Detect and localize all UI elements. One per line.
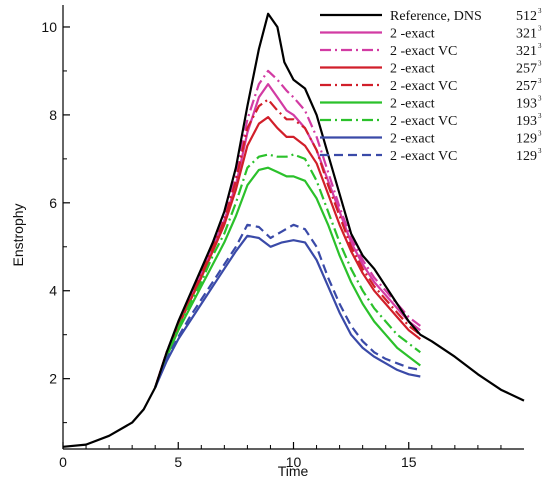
legend-grid-size: 129 xyxy=(516,132,537,147)
y-tick-label: 4 xyxy=(49,283,57,299)
legend-superscript: 3 xyxy=(538,25,542,33)
legend-entry-0: Reference, DNS 512 3 xyxy=(320,7,542,24)
legend-grid-size: 321 xyxy=(516,44,537,59)
legend-superscript: 3 xyxy=(538,95,542,103)
y-tick-label: 2 xyxy=(49,371,57,387)
legend-label: 2 -exact xyxy=(390,27,435,42)
legend-grid-size: 257 xyxy=(516,62,537,77)
legend-entry-8: 2 -exact VC 129 3 xyxy=(320,147,542,164)
legend-superscript: 3 xyxy=(538,7,542,15)
legend-label: 2 -exact VC xyxy=(390,149,457,164)
legend-grid-size: 129 xyxy=(516,149,537,164)
legend-label: 2 -exact VC xyxy=(390,79,457,94)
legend-superscript: 3 xyxy=(538,130,542,138)
legend-superscript: 3 xyxy=(538,147,542,155)
legend-entry-1: 2 -exact 321 3 xyxy=(320,25,542,42)
legend-label: 2 -exact VC xyxy=(390,114,457,129)
legend-grid-size: 193 xyxy=(516,114,537,129)
legend-label: 2 -exact VC xyxy=(390,44,457,59)
legend-label: 2 -exact xyxy=(390,62,435,77)
series-line-5 xyxy=(154,166,421,388)
legend-entry-6: 2 -exact VC 193 3 xyxy=(320,112,542,129)
legend-superscript: 3 xyxy=(538,42,542,50)
series-line-8 xyxy=(154,223,421,388)
series-lines xyxy=(62,12,525,448)
series-line-3 xyxy=(154,115,421,388)
legend-entry-5: 2 -exact 193 3 xyxy=(320,95,542,112)
x-tick-label: 15 xyxy=(401,454,417,470)
series-line-7 xyxy=(154,234,421,388)
y-tick-label: 8 xyxy=(49,107,57,123)
legend-entry-2: 2 -exact VC 321 3 xyxy=(320,42,542,59)
legend-grid-size: 321 xyxy=(516,27,537,42)
x-axis-title: Time xyxy=(278,463,309,479)
legend-label: 2 -exact xyxy=(390,97,435,112)
legend-entry-4: 2 -exact VC 257 3 xyxy=(320,77,542,94)
legend-entry-7: 2 -exact 129 3 xyxy=(320,130,542,147)
y-axis-title: Enstrophy xyxy=(10,203,26,266)
legend-label: Reference, DNS xyxy=(390,9,482,24)
legend-superscript: 3 xyxy=(538,112,542,120)
series-line-1 xyxy=(154,82,421,388)
y-tick-label: 6 xyxy=(49,195,57,211)
legend-grid-size: 512 xyxy=(516,9,537,24)
x-tick-label: 0 xyxy=(59,454,67,470)
legend-label: 2 -exact xyxy=(390,132,435,147)
x-tick-label: 10 xyxy=(286,454,302,470)
legend-grid-size: 257 xyxy=(516,79,537,94)
series-line-6 xyxy=(154,153,421,388)
legend-grid-size: 193 xyxy=(516,97,537,112)
series-line-2 xyxy=(154,69,421,388)
legend-superscript: 3 xyxy=(538,77,542,85)
series-line-4 xyxy=(154,98,421,388)
series-line-0 xyxy=(62,12,525,448)
legend-entry-3: 2 -exact 257 3 xyxy=(320,60,542,77)
y-tick-label: 10 xyxy=(41,19,57,35)
legend: Reference, DNS 512 32 -exact 321 32 -exact V… xyxy=(320,7,542,164)
legend-superscript: 3 xyxy=(538,60,542,68)
x-tick-label: 5 xyxy=(174,454,182,470)
axes: 0 5 10 15 2 4 6 8 10 xyxy=(41,5,524,470)
